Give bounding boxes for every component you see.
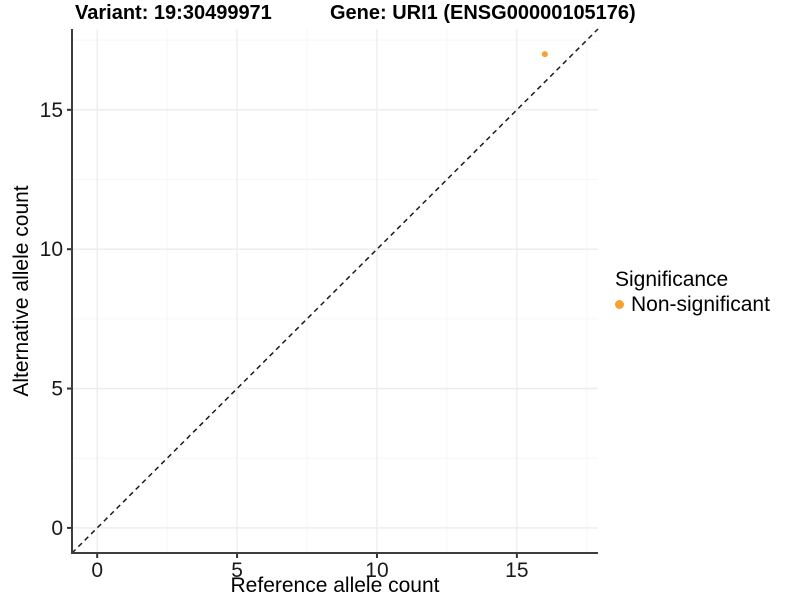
plot-titles: Variant: 19:30499971 Gene: URI1 (ENSG000… xyxy=(0,2,800,28)
y-axis-title: Alternative allele count xyxy=(10,185,33,397)
legend-item-label: Non-significant xyxy=(631,293,770,316)
identity-reference-line xyxy=(71,28,599,554)
x-tick-label: 5 xyxy=(231,559,243,582)
x-tick-label: 15 xyxy=(505,559,528,582)
legend-point-icon xyxy=(615,300,624,309)
y-tick-label: 15 xyxy=(40,99,63,122)
y-tick-label: 10 xyxy=(40,238,63,261)
legend-title: Significance xyxy=(615,268,729,291)
data-point xyxy=(541,51,548,58)
legend: Significance Non-significant xyxy=(615,267,770,317)
x-axis-title: Reference allele count xyxy=(230,574,440,597)
y-tick-label: 5 xyxy=(51,378,63,401)
x-tick-label: 10 xyxy=(365,559,388,582)
plot-title-variant: Variant: 19:30499971 xyxy=(75,2,272,24)
legend-item: Non-significant xyxy=(615,292,770,317)
plot-title-gene: Gene: URI1 (ENSG00000105176) xyxy=(330,2,636,24)
x-tick-label: 0 xyxy=(91,559,103,582)
y-tick-label: 0 xyxy=(51,517,63,540)
